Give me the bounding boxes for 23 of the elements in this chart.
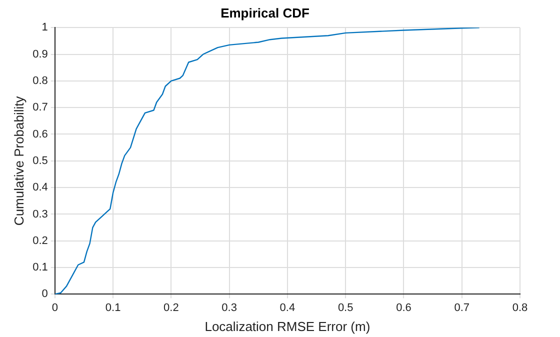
y-tick-label: 0.8 bbox=[32, 74, 48, 87]
y-tick-label: 1 bbox=[42, 22, 48, 34]
y-tick-label: 0 bbox=[42, 288, 48, 300]
y-axis-title: Cumulative Probability bbox=[11, 96, 26, 226]
x-tick-label: 0.7 bbox=[454, 302, 470, 314]
x-tick-label: 0.1 bbox=[105, 302, 121, 314]
y-tick-label: 0.6 bbox=[32, 128, 48, 140]
y-tick-label: 0.4 bbox=[32, 182, 48, 194]
x-tick-label: 0.6 bbox=[396, 302, 412, 314]
y-tick-label: 0.5 bbox=[32, 154, 48, 167]
x-tick-label: 0 bbox=[52, 302, 58, 314]
x-axis-title: Localization RMSE Error (m) bbox=[204, 318, 370, 334]
x-tick-label: 0.3 bbox=[222, 302, 237, 314]
x-tick-label: 0.4 bbox=[280, 302, 296, 314]
x-tick-label: 0.2 bbox=[164, 302, 179, 314]
x-tick-label: 0.8 bbox=[512, 302, 528, 314]
chart-title: Empirical CDF bbox=[220, 5, 310, 20]
y-tick-label: 0.3 bbox=[32, 208, 48, 220]
y-tick-label: 0.2 bbox=[32, 234, 48, 247]
y-tick-label: 0.9 bbox=[32, 48, 48, 60]
y-tick-label: 0.1 bbox=[32, 262, 48, 274]
y-tick-label: 0.7 bbox=[32, 102, 48, 114]
x-tick-label: 0.5 bbox=[338, 302, 354, 314]
